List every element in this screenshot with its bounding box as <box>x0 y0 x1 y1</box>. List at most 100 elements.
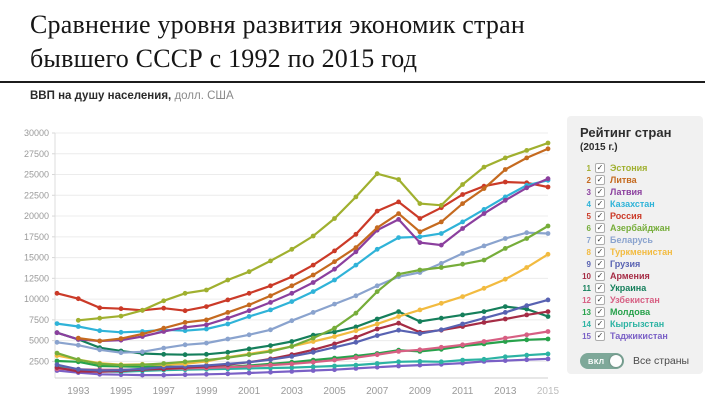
data-point[interactable] <box>118 350 124 356</box>
data-point[interactable] <box>396 349 401 354</box>
data-point[interactable] <box>75 342 81 348</box>
data-point[interactable] <box>417 331 423 336</box>
data-point[interactable] <box>246 359 252 365</box>
data-point[interactable] <box>161 298 167 304</box>
data-point[interactable] <box>310 335 316 341</box>
data-point[interactable] <box>502 246 508 251</box>
data-point[interactable] <box>268 343 273 348</box>
data-point[interactable] <box>225 277 231 283</box>
country-checkbox[interactable]: ✓ <box>595 259 605 269</box>
data-point[interactable] <box>246 346 252 352</box>
data-point[interactable] <box>204 351 209 357</box>
data-point[interactable] <box>502 179 508 185</box>
data-point[interactable] <box>353 310 359 316</box>
data-point[interactable] <box>524 185 530 191</box>
data-point[interactable] <box>225 361 231 367</box>
data-point[interactable] <box>204 371 209 377</box>
data-point[interactable] <box>246 314 252 319</box>
data-point[interactable] <box>289 365 295 370</box>
data-point[interactable] <box>481 285 487 291</box>
series-Эстония[interactable] <box>75 140 551 323</box>
data-point[interactable] <box>481 207 487 212</box>
country-checkbox[interactable]: ✓ <box>595 307 605 317</box>
data-point[interactable] <box>289 274 295 280</box>
data-point[interactable] <box>374 361 380 366</box>
data-point[interactable] <box>182 328 188 334</box>
data-point[interactable] <box>204 326 209 332</box>
data-point[interactable] <box>97 347 103 353</box>
data-point[interactable] <box>353 355 359 361</box>
data-point[interactable] <box>524 155 530 161</box>
data-point[interactable] <box>246 332 252 338</box>
data-point[interactable] <box>524 148 530 153</box>
data-point[interactable] <box>97 361 103 367</box>
series-Беларусь[interactable] <box>54 230 551 356</box>
data-point[interactable] <box>246 352 252 358</box>
data-point[interactable] <box>268 369 273 375</box>
data-point[interactable] <box>97 368 103 373</box>
data-point[interactable] <box>161 305 167 311</box>
data-point[interactable] <box>310 233 316 239</box>
data-point[interactable] <box>161 361 167 366</box>
data-point[interactable] <box>417 229 423 235</box>
data-point[interactable] <box>374 283 380 289</box>
data-point[interactable] <box>118 329 124 335</box>
data-point[interactable] <box>182 320 188 325</box>
data-point[interactable] <box>54 339 60 345</box>
data-point[interactable] <box>289 344 295 349</box>
country-checkbox[interactable]: ✓ <box>595 295 605 305</box>
data-point[interactable] <box>396 363 401 369</box>
data-point[interactable] <box>246 302 252 308</box>
data-point[interactable] <box>374 352 380 358</box>
data-point[interactable] <box>396 359 401 365</box>
data-point[interactable] <box>417 216 423 221</box>
data-point[interactable] <box>396 314 401 319</box>
data-point[interactable] <box>310 272 316 278</box>
data-point[interactable] <box>417 362 423 368</box>
data-point[interactable] <box>246 269 252 275</box>
data-point[interactable] <box>460 261 465 267</box>
data-point[interactable] <box>524 312 530 318</box>
data-point[interactable] <box>545 309 551 314</box>
data-point[interactable] <box>161 329 167 334</box>
data-point[interactable] <box>289 354 295 359</box>
country-checkbox[interactable]: ✓ <box>595 331 605 341</box>
data-point[interactable] <box>54 358 60 364</box>
data-point[interactable] <box>332 325 337 331</box>
data-point[interactable] <box>118 336 124 341</box>
data-point[interactable] <box>310 310 316 315</box>
data-point[interactable] <box>332 363 337 369</box>
data-point[interactable] <box>502 358 508 363</box>
data-point[interactable] <box>545 184 551 190</box>
data-point[interactable] <box>332 277 337 283</box>
line-chart[interactable]: 2500 5000 7500 10000 12500 15000 17500 20000 225… <box>0 112 565 405</box>
data-point[interactable] <box>502 339 508 344</box>
data-point[interactable] <box>204 287 209 293</box>
data-point[interactable] <box>204 322 209 328</box>
data-point[interactable] <box>268 300 273 305</box>
data-point[interactable] <box>502 167 508 172</box>
data-point[interactable] <box>545 140 551 146</box>
data-point[interactable] <box>268 283 273 289</box>
data-point[interactable] <box>396 309 401 314</box>
data-point[interactable] <box>438 231 444 236</box>
data-point[interactable] <box>481 356 487 362</box>
data-point[interactable] <box>524 332 530 338</box>
data-point[interactable] <box>246 290 252 296</box>
data-point[interactable] <box>182 352 188 358</box>
data-point[interactable] <box>310 368 316 373</box>
data-point[interactable] <box>545 329 551 334</box>
data-point[interactable] <box>481 257 487 263</box>
data-point[interactable] <box>75 357 81 363</box>
data-point[interactable] <box>396 235 401 240</box>
data-point[interactable] <box>54 321 60 326</box>
data-point[interactable] <box>225 321 231 327</box>
data-point[interactable] <box>268 357 273 363</box>
data-point[interactable] <box>289 318 295 324</box>
data-point[interactable] <box>332 248 337 254</box>
data-point[interactable] <box>310 359 316 365</box>
data-point[interactable] <box>289 369 295 374</box>
data-point[interactable] <box>310 289 316 294</box>
data-point[interactable] <box>332 357 337 363</box>
data-point[interactable] <box>182 359 188 365</box>
